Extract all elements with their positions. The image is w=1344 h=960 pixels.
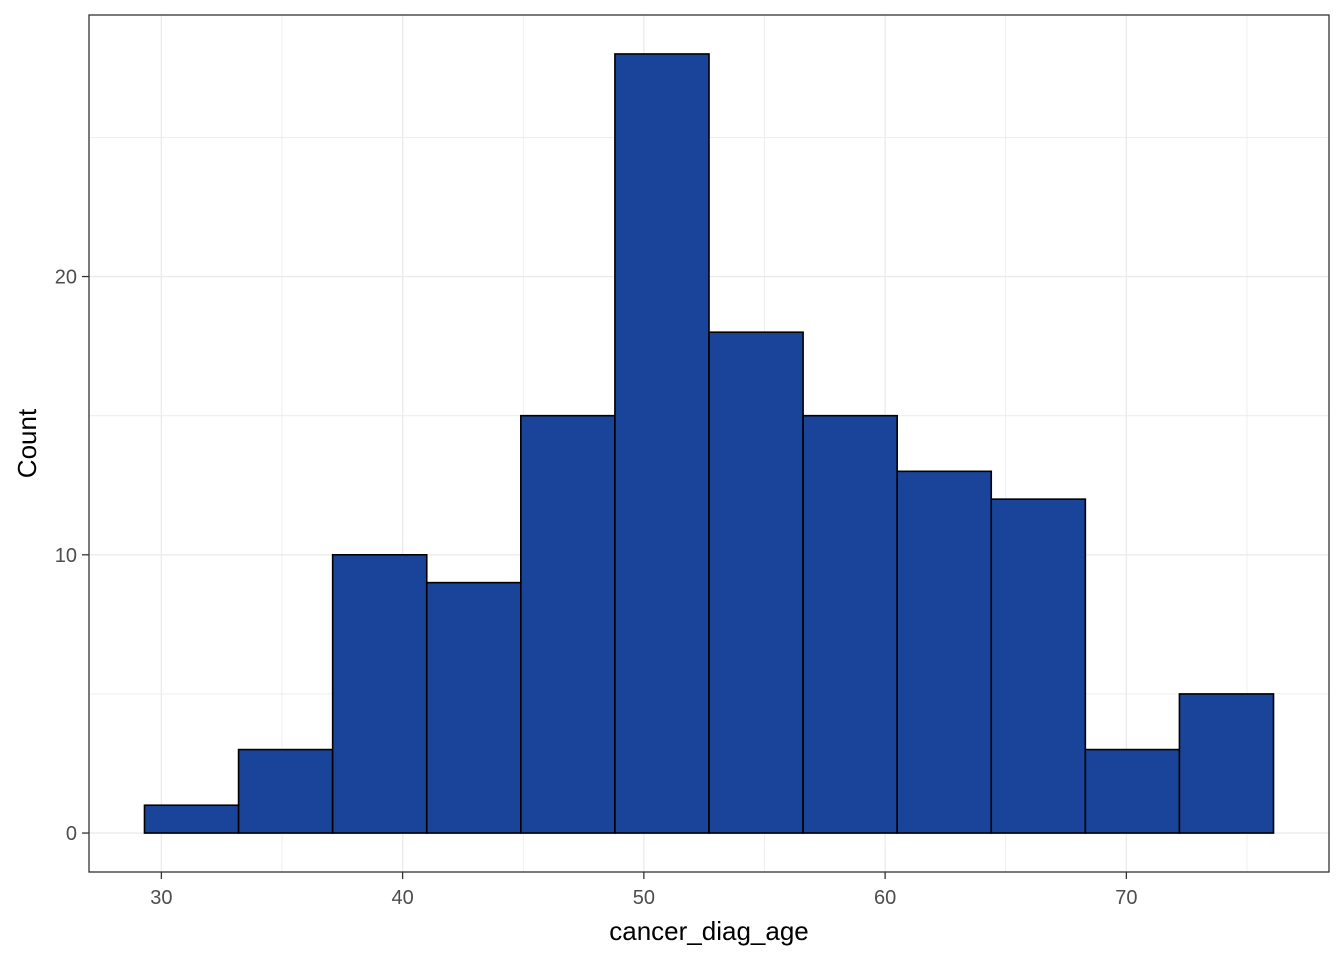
y-tick-label: 10 bbox=[55, 545, 77, 567]
y-tick-label: 20 bbox=[55, 267, 77, 289]
histogram-bars bbox=[143, 53, 1275, 834]
histogram-bar bbox=[1084, 748, 1181, 834]
x-axis-title: cancer_diag_age bbox=[609, 916, 809, 946]
panel-border bbox=[88, 14, 1330, 873]
x-tick-label: 60 bbox=[874, 887, 896, 909]
x-tick-label: 70 bbox=[1115, 887, 1137, 909]
y-axis-title: Count bbox=[12, 408, 42, 478]
histogram-bar bbox=[520, 414, 616, 834]
histogram-bar bbox=[331, 553, 428, 834]
histogram-bar bbox=[614, 53, 710, 834]
x-tick-label: 30 bbox=[150, 887, 172, 909]
histogram-bar bbox=[708, 331, 804, 834]
x-tick-label: 40 bbox=[391, 887, 413, 909]
y-axis: 0 10 20 bbox=[55, 267, 89, 845]
x-tick-label: 50 bbox=[633, 887, 655, 909]
histogram-bar bbox=[802, 414, 898, 834]
histogram-bar bbox=[1178, 693, 1275, 834]
x-axis: 30 40 50 60 70 bbox=[150, 872, 1137, 909]
histogram-bar bbox=[237, 748, 334, 834]
histogram-bar bbox=[990, 498, 1087, 834]
histogram-bar bbox=[425, 581, 522, 834]
y-tick-label: 0 bbox=[66, 823, 77, 845]
histogram-bar bbox=[143, 804, 240, 834]
histogram-bar bbox=[896, 470, 993, 834]
